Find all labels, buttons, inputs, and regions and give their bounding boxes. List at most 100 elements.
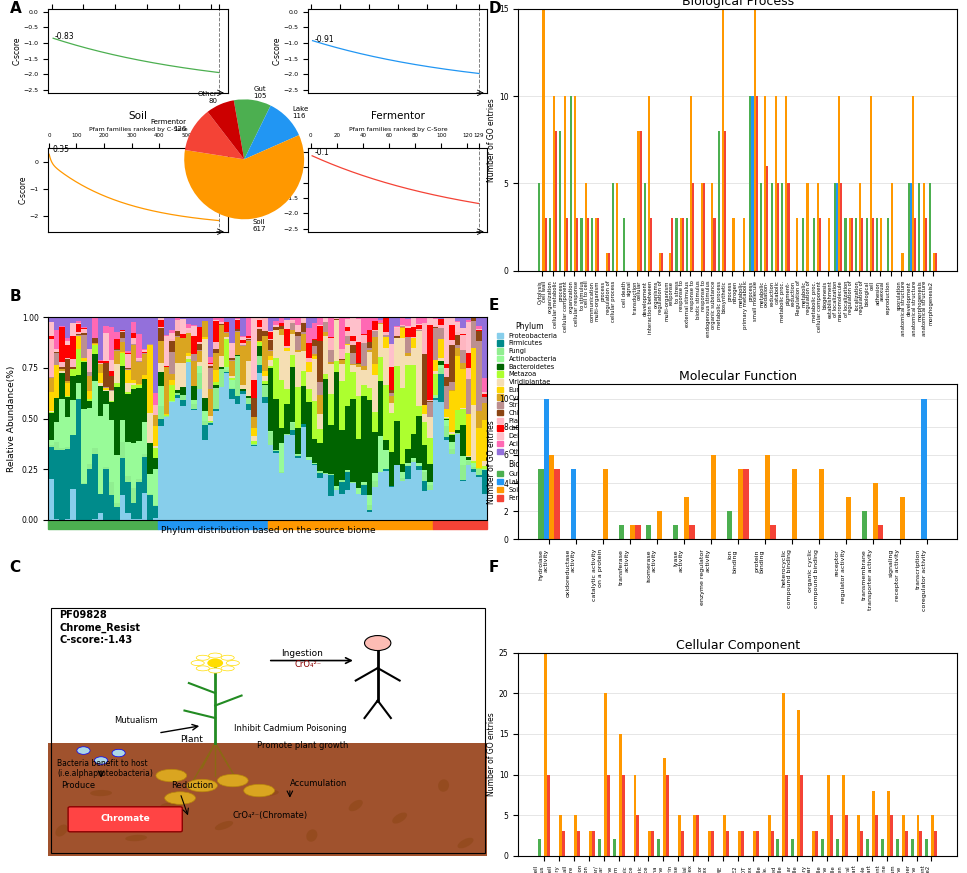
Bar [180, 400, 186, 406]
Bar [274, 325, 278, 327]
Bar [202, 321, 208, 337]
Bar [539, 183, 541, 271]
Bar [114, 503, 120, 507]
Bar [929, 183, 931, 271]
Bar [163, 366, 169, 367]
Bar [290, 430, 295, 435]
Bar [219, 387, 224, 520]
Bar [549, 455, 554, 540]
Bar [114, 351, 120, 364]
Bar [65, 340, 71, 346]
Bar [307, 372, 311, 389]
Bar [114, 333, 120, 339]
Bar [191, 326, 196, 336]
Bar [328, 362, 334, 364]
Bar [574, 96, 576, 271]
Bar [141, 380, 147, 422]
Bar [372, 336, 378, 363]
Bar [744, 469, 748, 540]
Bar [317, 318, 323, 325]
Bar [81, 333, 87, 335]
Bar [92, 448, 98, 454]
Ellipse shape [55, 824, 68, 836]
Bar [454, 347, 460, 356]
Bar [290, 318, 295, 320]
Bar [427, 438, 432, 464]
Bar [411, 365, 416, 434]
Bar [465, 460, 471, 461]
Bar [577, 831, 580, 856]
Bar [54, 398, 59, 422]
Bar [465, 457, 471, 460]
Bar [482, 378, 487, 392]
Bar [71, 336, 75, 360]
Bar [389, 403, 395, 413]
Bar [131, 388, 136, 443]
Bar [136, 362, 141, 384]
Bar [477, 410, 482, 428]
Bar [125, 351, 131, 353]
Bar [295, 455, 301, 456]
Bar [229, 317, 235, 343]
Bar [131, 322, 136, 333]
Bar [87, 401, 92, 409]
Bar [196, 374, 202, 389]
Bar [465, 353, 471, 368]
Text: PF09828: PF09828 [59, 610, 107, 620]
Bar [696, 815, 699, 856]
Bar [899, 497, 905, 540]
Bar [345, 319, 350, 327]
Bar [48, 339, 54, 376]
Bar [350, 341, 356, 345]
Bar [136, 388, 141, 441]
Bar [678, 815, 681, 856]
Bar [658, 839, 660, 856]
Bar [235, 328, 241, 331]
Bar [323, 322, 328, 332]
Bar [328, 475, 334, 496]
Bar [471, 348, 477, 405]
Bar [257, 317, 262, 320]
Bar [246, 319, 251, 336]
Bar [657, 512, 662, 540]
Bar [241, 345, 246, 346]
Bar [295, 333, 301, 335]
Bar [356, 364, 362, 367]
Bar [224, 367, 229, 369]
Bar [471, 469, 477, 472]
Bar [908, 183, 910, 271]
Bar [213, 382, 219, 385]
Bar [131, 382, 136, 385]
Bar [383, 469, 389, 470]
Bar [48, 448, 54, 478]
Bar [328, 364, 334, 394]
Bar [295, 454, 301, 455]
Bar [460, 457, 465, 465]
Bar [339, 494, 345, 520]
Bar [803, 218, 805, 271]
Bar [366, 495, 372, 505]
Bar [159, 340, 163, 363]
Bar [922, 399, 926, 540]
Bar [284, 404, 290, 434]
Bar [477, 477, 482, 520]
Text: C-score:-1.43: C-score:-1.43 [59, 635, 132, 645]
Bar [911, 839, 914, 856]
Bar [887, 218, 889, 271]
Bar [81, 409, 87, 484]
Bar [646, 526, 652, 540]
Bar [251, 380, 257, 398]
Bar [87, 317, 92, 349]
Bar [639, 131, 642, 271]
Bar [589, 831, 592, 856]
Bar [427, 317, 432, 319]
Bar [290, 333, 295, 355]
Bar [229, 376, 235, 378]
Bar [920, 831, 923, 856]
Bar [196, 342, 202, 344]
Bar [471, 319, 477, 321]
Bar [869, 96, 872, 271]
Bar [75, 333, 81, 335]
Bar [925, 839, 928, 856]
Bar [48, 440, 54, 444]
